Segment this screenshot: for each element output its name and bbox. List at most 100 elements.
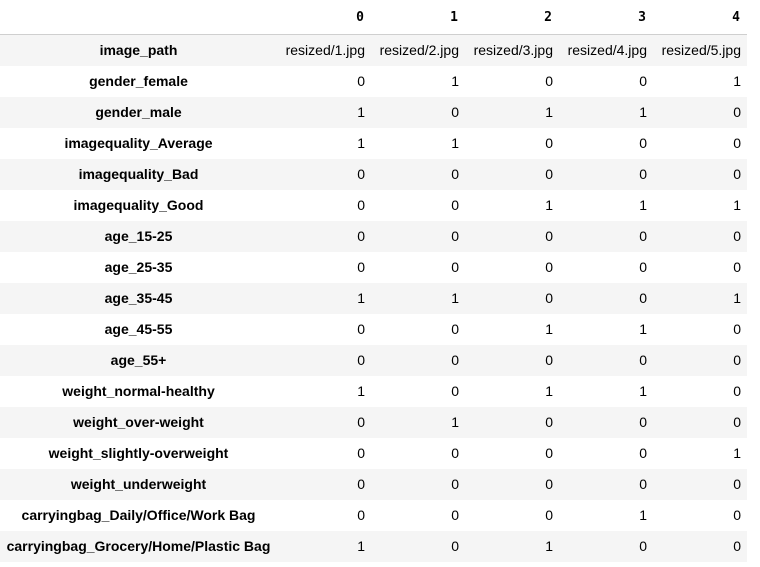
table-cell: 0 (545, 507, 553, 523)
table-cell: 0 (639, 290, 647, 306)
table-cell: 1 (357, 538, 365, 554)
table-cell: 0 (357, 414, 365, 430)
table-cell: 0 (451, 104, 459, 120)
table-cell: 0 (639, 259, 647, 275)
column-header-2: 2 (465, 0, 559, 35)
column-header-0: 0 (277, 0, 371, 35)
column-header-3: 3 (559, 0, 653, 35)
table-cell: 1 (451, 135, 459, 151)
row-label: gender_female (89, 73, 188, 89)
table-cell: 0 (545, 166, 553, 182)
row-label: gender_male (95, 104, 182, 120)
table-cell: 0 (545, 414, 553, 430)
table-cell: 1 (545, 538, 553, 554)
table-cell: 1 (639, 321, 647, 337)
table-cell: 1 (451, 290, 459, 306)
table-cell: 1 (357, 383, 365, 399)
table-cell: 0 (639, 445, 647, 461)
table-cell: 0 (733, 538, 741, 554)
table-row: gender_female 0 1 0 0 1 (0, 65, 747, 97)
table-cell: 0 (545, 135, 553, 151)
table-cell: 0 (357, 228, 365, 244)
table-cell: resized/1.jpg (285, 42, 365, 59)
table-cell: 1 (451, 414, 459, 430)
table-cell: resized/3.jpg (473, 42, 553, 59)
table-cell: 0 (545, 445, 553, 461)
row-label: weight_underweight (70, 476, 207, 492)
table-cell: 0 (357, 476, 365, 492)
table-cell: 0 (451, 507, 459, 523)
table-row: carryingbag_Grocery/Home/Plastic Bag 1 0 1 0… (0, 530, 747, 562)
table-cell: 1 (639, 507, 647, 523)
table-cell: 0 (733, 104, 741, 120)
table-cell: 0 (451, 445, 459, 461)
table-cell: 0 (733, 476, 741, 492)
table-cell: 1 (733, 73, 741, 89)
table-cell: 1 (733, 197, 741, 213)
header-corner-cell (0, 0, 277, 35)
table-body: image_path resized/1.jpg resized/2.jpg resi… (0, 34, 747, 562)
table-row: age_35-45 1 1 0 0 1 (0, 282, 747, 314)
table-cell: 0 (545, 259, 553, 275)
table-cell: resized/2.jpg (379, 42, 459, 59)
table-row: imagequality_Bad 0 0 0 0 0 (0, 158, 747, 190)
table-cell: 1 (733, 445, 741, 461)
table-row: weight_slightly-overweight 0 0 0 0 1 (0, 437, 747, 469)
row-label: carryingbag_Grocery/Home/Plastic Bag (6, 538, 271, 554)
table-cell: 1 (639, 104, 647, 120)
table-row: age_45-55 0 0 1 1 0 (0, 313, 747, 345)
table-cell: 1 (545, 104, 553, 120)
table-cell: 1 (357, 135, 365, 151)
table-cell: 1 (545, 197, 553, 213)
row-label: weight_over-weight (73, 414, 204, 430)
row-label: weight_slightly-overweight (48, 445, 229, 461)
table-cell: 0 (545, 352, 553, 368)
table-cell: 0 (639, 538, 647, 554)
table-cell: 0 (639, 476, 647, 492)
row-label: age_45-55 (104, 321, 173, 337)
table-row: imagequality_Average 1 1 0 0 0 (0, 127, 747, 159)
table-cell: 0 (733, 321, 741, 337)
table-cell: 0 (451, 228, 459, 244)
table-cell: 0 (639, 352, 647, 368)
table-row: gender_male 1 0 1 1 0 (0, 96, 747, 128)
table-cell: 0 (451, 197, 459, 213)
table-row: age_55+ 0 0 0 0 0 (0, 344, 747, 376)
header-row: 0 1 2 3 4 (0, 0, 747, 35)
table-cell: 0 (357, 166, 365, 182)
table-cell: 1 (545, 383, 553, 399)
row-label: age_55+ (110, 352, 167, 368)
table-cell: resized/5.jpg (661, 42, 741, 59)
table-cell: 0 (451, 166, 459, 182)
table-cell: 1 (451, 73, 459, 89)
table-cell: 0 (357, 445, 365, 461)
table-cell: 0 (451, 538, 459, 554)
table-cell: 0 (639, 73, 647, 89)
table-row: age_15-25 0 0 0 0 0 (0, 220, 747, 252)
table-cell: 0 (357, 259, 365, 275)
table-row: image_path resized/1.jpg resized/2.jpg resi… (0, 34, 747, 66)
table-row: imagequality_Good 0 0 1 1 1 (0, 189, 747, 221)
table-cell: 1 (639, 383, 647, 399)
table-cell: 0 (639, 135, 647, 151)
table-cell: 0 (733, 135, 741, 151)
table-cell: 0 (733, 352, 741, 368)
table-row: weight_normal-healthy 1 0 1 1 0 (0, 375, 747, 407)
table-cell: 1 (733, 290, 741, 306)
table-cell: 1 (545, 321, 553, 337)
table-cell: 0 (451, 321, 459, 337)
table-cell: 0 (357, 321, 365, 337)
table-cell: 0 (451, 259, 459, 275)
row-label: age_35-45 (104, 290, 173, 306)
table-cell: 0 (639, 166, 647, 182)
table-cell: 0 (733, 228, 741, 244)
table-cell: 0 (733, 383, 741, 399)
row-label: image_path (99, 42, 178, 59)
table-cell: 0 (451, 352, 459, 368)
dataframe-table: 0 1 2 3 4 image_path resized/1.jpg resized… (0, 0, 747, 562)
table-cell: 1 (357, 290, 365, 306)
table-row: carryingbag_Daily/Office/Work Bag 0 0 0 1 0 (0, 499, 747, 531)
row-label: imagequality_Good (73, 197, 204, 213)
table-cell: 0 (545, 290, 553, 306)
table-cell: 0 (733, 259, 741, 275)
